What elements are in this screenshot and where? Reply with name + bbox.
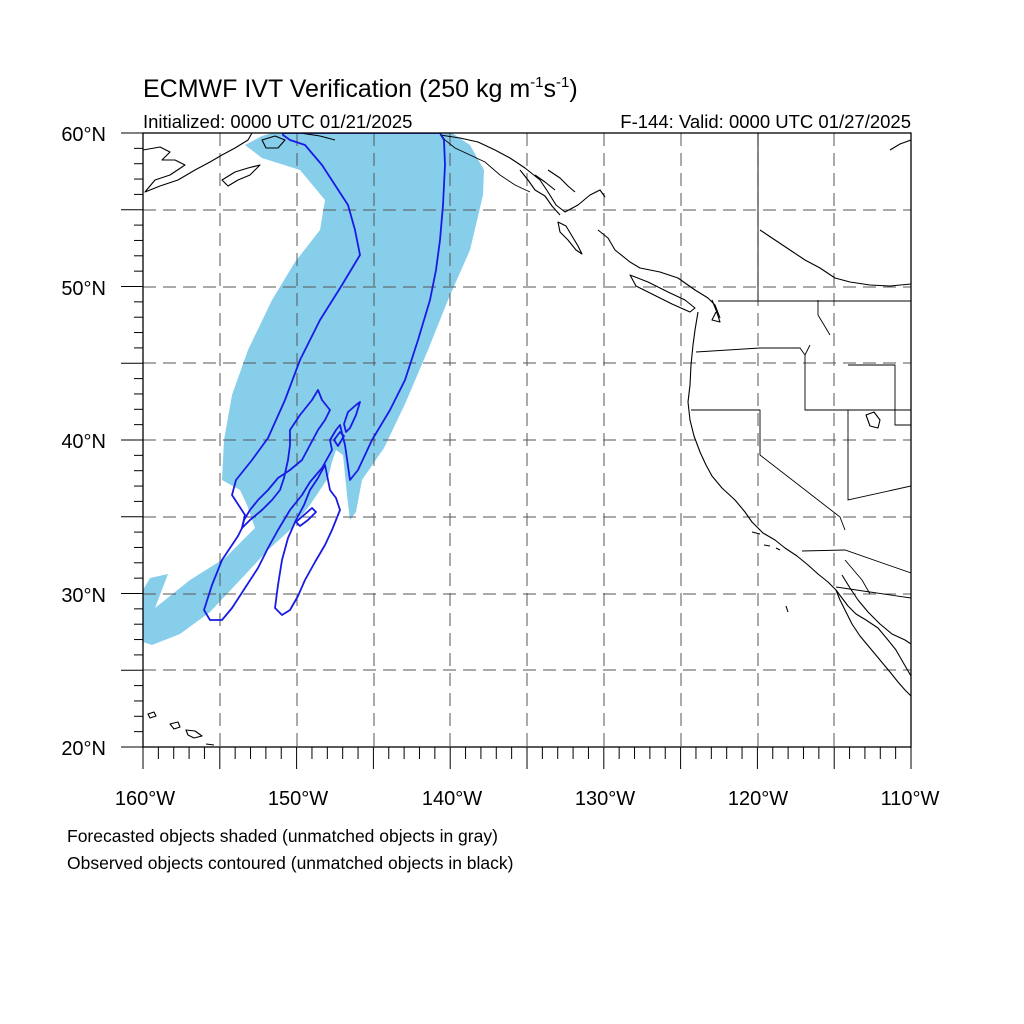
kodiak-island bbox=[261, 135, 286, 149]
puget-sound bbox=[711, 299, 721, 323]
vancouver-island bbox=[629, 274, 696, 313]
valid-label: F-144: Valid: 0000 UTC 01/27/2025 bbox=[620, 111, 911, 132]
great-salt-lake bbox=[865, 411, 881, 429]
bc-coast bbox=[597, 229, 721, 319]
alaska-canada-border bbox=[439, 133, 531, 193]
alaska-peninsula bbox=[221, 164, 261, 187]
us-west-coast bbox=[687, 311, 911, 677]
lon-label-120: 120°W bbox=[728, 788, 788, 810]
observed-object-inner-1 bbox=[241, 389, 331, 529]
lon-label-130: 130°W bbox=[575, 788, 635, 810]
baja-california bbox=[835, 574, 911, 697]
observed-ivt-contours bbox=[203, 133, 446, 621]
haida-gwaii bbox=[557, 221, 583, 255]
figure-title: ECMWF IVT Verification (250 kg m-1s-1) bbox=[143, 74, 578, 103]
title-sup1: -1 bbox=[530, 74, 543, 91]
lat-label-60: 60°N bbox=[61, 124, 106, 146]
axis-ticks bbox=[121, 132, 912, 769]
lon-label-110: 110°W bbox=[881, 788, 940, 810]
lon-label-160: 160°W bbox=[115, 788, 175, 810]
title-sup2: -1 bbox=[556, 74, 569, 91]
panhandle-islands bbox=[519, 169, 576, 216]
lat-label-50: 50°N bbox=[61, 278, 106, 300]
init-label: Initialized: 0000 UTC 01/21/2025 bbox=[143, 111, 412, 132]
lat-label-30: 30°N bbox=[61, 585, 106, 607]
state-borders bbox=[691, 344, 911, 595]
observed-object-small-1 bbox=[343, 401, 361, 433]
alaska-coast bbox=[143, 133, 253, 193]
alaska-gulf-coast bbox=[299, 133, 606, 213]
observed-object-inner-2 bbox=[274, 464, 341, 616]
guadalupe-island bbox=[785, 605, 789, 613]
lat-label-40: 40°N bbox=[61, 431, 106, 453]
title-end: ) bbox=[569, 75, 577, 103]
hawaii-islands bbox=[147, 711, 215, 746]
borders bbox=[439, 133, 911, 599]
observed-object-small-2 bbox=[333, 431, 345, 447]
note-observed: Observed objects contoured (unmatched ob… bbox=[67, 853, 514, 873]
province-border bbox=[757, 133, 831, 336]
river-nw bbox=[759, 229, 911, 287]
coastlines bbox=[143, 133, 911, 746]
observed-object-small-3 bbox=[295, 507, 317, 527]
title-mid: s bbox=[544, 75, 557, 103]
lon-label-150: 150°W bbox=[268, 788, 328, 810]
forecast-ivt-object bbox=[143, 133, 484, 645]
lat-label-20: 20°N bbox=[61, 738, 106, 760]
observed-object-main bbox=[203, 133, 446, 621]
lon-labels: 160°W 150°W 140°W 130°W 120°W 110°W bbox=[115, 788, 940, 810]
title-main: ECMWF IVT Verification (250 kg m bbox=[143, 75, 530, 103]
map-area bbox=[143, 133, 911, 747]
channel-islands bbox=[751, 531, 781, 551]
mexico-border bbox=[835, 586, 911, 599]
lon-label-140: 140°W bbox=[422, 788, 482, 810]
hudson-coast bbox=[889, 139, 911, 151]
lat-labels: 60°N 50°N 40°N 30°N 20°N bbox=[61, 124, 106, 760]
note-forecast: Forecasted objects shaded (unmatched obj… bbox=[67, 826, 498, 846]
